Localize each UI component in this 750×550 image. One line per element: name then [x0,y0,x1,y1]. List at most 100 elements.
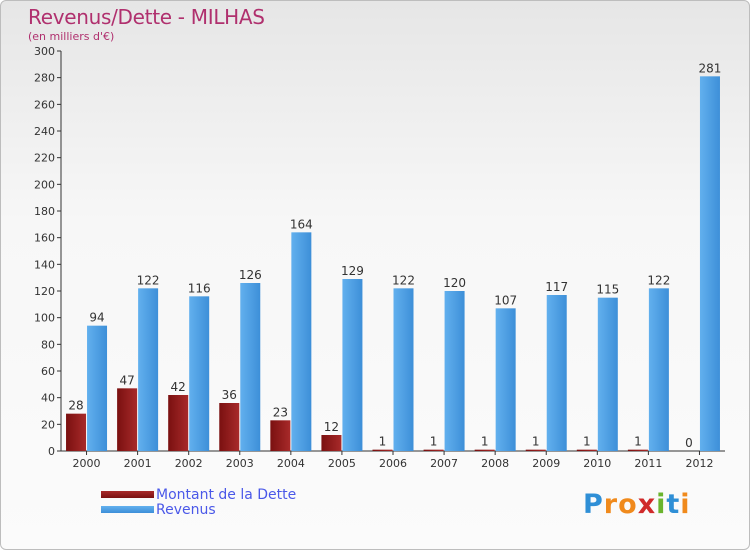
y-tick-label: 260 [34,98,55,111]
bar-revenue [87,325,108,451]
data-label-debt: 23 [273,405,288,419]
logo-letter: x [637,489,657,520]
bar-revenue [444,291,465,451]
x-tick-label: 2001 [124,457,152,470]
y-tick-label: 120 [34,285,55,298]
data-label-debt: 1 [583,435,591,449]
data-label-debt: 1 [532,435,540,449]
data-label-revenue: 164 [290,217,313,231]
y-tick-label: 100 [34,312,55,325]
logo-letter: i [656,489,667,520]
bar-debt [321,435,342,451]
bar-revenue [699,76,720,451]
y-tick-label: 20 [41,418,55,431]
data-label-revenue: 117 [545,280,568,294]
logo-letter: t [666,489,681,520]
bar-revenue [393,288,414,451]
bar-revenue [189,296,210,451]
bar-debt [168,395,189,451]
logo-letter: i [680,489,691,520]
bar-revenue [597,297,618,451]
x-tick-label: 2012 [685,457,713,470]
x-axis: 2000 2001 2002 2003 2004 2005 2006 2007 2008 2009… [61,450,725,470]
data-label-debt: 0 [685,436,693,450]
y-tick-label: 300 [34,45,55,58]
x-tick-label: 2010 [583,457,611,470]
y-tick-label: 80 [41,338,55,351]
bar-debt [423,449,444,451]
y-tick-label: 180 [34,205,55,218]
data-label-revenue: 116 [188,281,211,295]
bar-revenue [648,288,669,451]
data-label-debt: 42 [171,380,186,394]
x-tick-label: 2002 [175,457,203,470]
bar-debt [525,449,546,451]
bar-debt [219,403,240,451]
data-label-debt: 1 [481,435,489,449]
data-label-revenue: 120 [443,276,466,290]
data-label-debt: 1 [379,435,387,449]
x-tick-label: 2009 [532,457,560,470]
data-label-revenue: 122 [647,273,670,287]
data-label-debt: 1 [634,435,642,449]
chart-title: Revenus/Dette - MILHAS [28,5,265,29]
data-label-debt: 36 [222,388,237,402]
data-labels: 2894471224211636126231641212911221120110… [68,61,721,450]
bar-revenue [291,232,312,451]
y-tick-label: 140 [34,258,55,271]
data-label-revenue: 122 [392,273,415,287]
y-tick-label: 40 [41,392,55,405]
y-tick-label: 200 [34,178,55,191]
logo-letter: P [583,489,604,520]
proxiti-logo: Proxiti [583,489,691,520]
y-axis: 0 20 40 60 80 100 120 140 160 180 200 220 240 260 280 3… [34,45,62,458]
x-tick-label: 2003 [226,457,254,470]
bars [66,76,720,451]
chart-subtitle: (en milliers d'€) [28,30,115,43]
legend-item-revenue: Revenus [101,501,296,518]
bar-debt [576,449,597,451]
x-tick-label: 2005 [328,457,356,470]
x-tick-label: 2007 [430,457,458,470]
bar-debt [474,449,495,451]
data-label-revenue: 129 [341,264,364,278]
y-tick-label: 240 [34,125,55,138]
bar-revenue [546,295,567,451]
x-tick-label: 2004 [277,457,305,470]
legend-swatch-debt [101,491,154,498]
bar-debt [372,449,393,451]
y-tick-label: 60 [41,365,55,378]
bar-revenue [342,279,363,451]
x-tick-label: 2000 [73,457,101,470]
data-label-debt: 28 [68,399,83,413]
x-tick-label: 2006 [379,457,407,470]
data-label-revenue: 281 [699,61,722,75]
data-label-debt: 47 [119,373,134,387]
legend-label-revenue: Revenus [156,501,216,518]
y-tick-label: 280 [34,72,55,85]
x-tick-label: 2008 [481,457,509,470]
data-label-debt: 12 [324,420,339,434]
legend: Montant de la Dette Revenus [101,486,297,518]
bar-debt [270,420,291,451]
logo-letter: o [618,489,638,520]
logo-letter: r [603,489,619,520]
x-tick-label: 2011 [634,457,662,470]
data-label-revenue: 126 [239,268,262,282]
data-label-revenue: 122 [137,273,160,287]
data-label-revenue: 115 [596,283,619,297]
bar-revenue [240,283,261,451]
bar-revenue [138,288,159,451]
y-tick-label: 160 [34,232,55,245]
y-tick-label: 0 [48,445,55,458]
data-label-revenue: 107 [494,293,517,307]
data-label-debt: 1 [430,435,438,449]
bar-revenue [495,308,516,451]
legend-label-debt: Montant de la Dette [156,486,297,503]
y-tick-label: 220 [34,152,55,165]
bar-debt [66,413,87,451]
legend-item-debt: Montant de la Dette [101,486,297,503]
data-label-revenue: 94 [89,311,104,325]
